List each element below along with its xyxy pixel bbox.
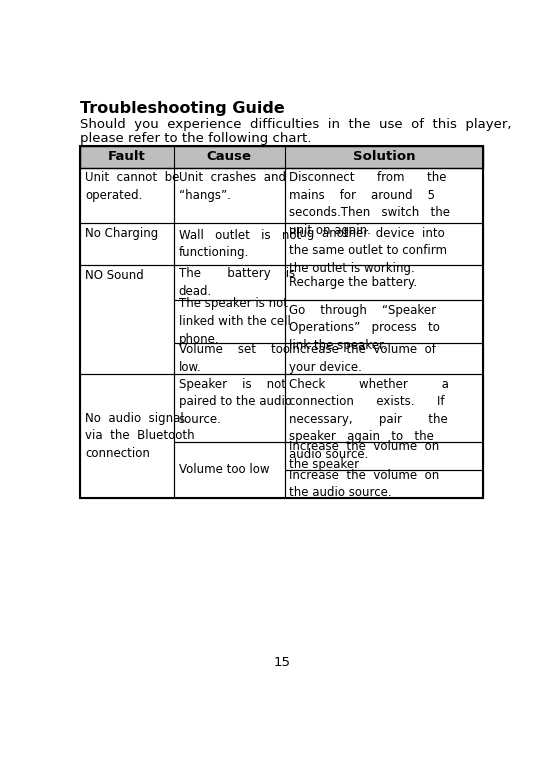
Text: Volume too low: Volume too low: [179, 463, 269, 476]
Text: Cause: Cause: [207, 150, 252, 163]
Bar: [174, 265, 285, 300]
Bar: [285, 469, 483, 498]
Bar: [285, 343, 483, 374]
Bar: [285, 223, 483, 265]
Text: The       battery    is
dead.: The battery is dead.: [179, 268, 295, 298]
Bar: [80, 265, 174, 374]
Bar: [285, 374, 483, 442]
Text: Volume    set    too
low.: Volume set too low.: [179, 343, 289, 374]
Bar: [174, 223, 285, 265]
Text: Increase  the  volume  on
the audio source.: Increase the volume on the audio source.: [289, 469, 439, 499]
Text: NO Sound: NO Sound: [85, 269, 144, 282]
Text: Troubleshooting Guide: Troubleshooting Guide: [80, 101, 285, 117]
Text: Increase  the  volume  on
the speaker: Increase the volume on the speaker: [289, 440, 439, 471]
Bar: [174, 167, 285, 223]
Bar: [174, 374, 285, 442]
Text: Disconnect      from      the
mains    for    around    5
seconds.Then   switch : Disconnect from the mains for around 5 s…: [289, 171, 450, 237]
Text: No Charging: No Charging: [85, 227, 158, 240]
Text: Fault: Fault: [108, 150, 146, 163]
Text: Wall   outlet   is   not
functioning.: Wall outlet is not functioning.: [179, 229, 301, 259]
Bar: [174, 343, 285, 374]
Text: Unit  cannot  be
operated.: Unit cannot be operated.: [85, 171, 179, 202]
Text: Unit  crashes  and
“hangs”.: Unit crashes and “hangs”.: [179, 171, 285, 202]
Text: Solution: Solution: [353, 150, 415, 163]
Text: Recharge the battery.: Recharge the battery.: [289, 276, 417, 289]
Bar: [80, 146, 483, 498]
Text: No  audio  signal
via  the  Bluetooth
connection: No audio signal via the Bluetooth connec…: [85, 412, 195, 460]
Bar: [174, 442, 285, 498]
Bar: [80, 146, 483, 167]
Text: please refer to the following chart.: please refer to the following chart.: [80, 132, 312, 145]
Bar: [80, 374, 174, 498]
Text: The speaker is not
linked with the cell
phone.: The speaker is not linked with the cell …: [179, 298, 290, 345]
Bar: [285, 167, 483, 223]
Bar: [285, 300, 483, 343]
Bar: [174, 300, 285, 343]
Text: Check         whether         a
connection      exists.      If
necessary,      : Check whether a connection exists. If ne…: [289, 377, 449, 461]
Bar: [80, 167, 174, 223]
Bar: [80, 223, 174, 265]
Text: 15: 15: [273, 656, 290, 669]
Bar: [285, 265, 483, 300]
Text: Increase  the  volume  of
your device.: Increase the volume of your device.: [289, 343, 436, 374]
Bar: [285, 442, 483, 469]
Text: Go    through    “Speaker
Operations”   process   to
link the speaker.: Go through “Speaker Operations” process …: [289, 304, 440, 352]
Text: Speaker    is    not
paired to the audio
source.: Speaker is not paired to the audio sourc…: [179, 377, 292, 426]
Text: Should  you  experience  difficulties  in  the  use  of  this  player,: Should you experience difficulties in th…: [80, 118, 512, 131]
Text: Plug  another  device  into
the same outlet to confirm
the outlet is working.: Plug another device into the same outlet…: [289, 227, 447, 275]
